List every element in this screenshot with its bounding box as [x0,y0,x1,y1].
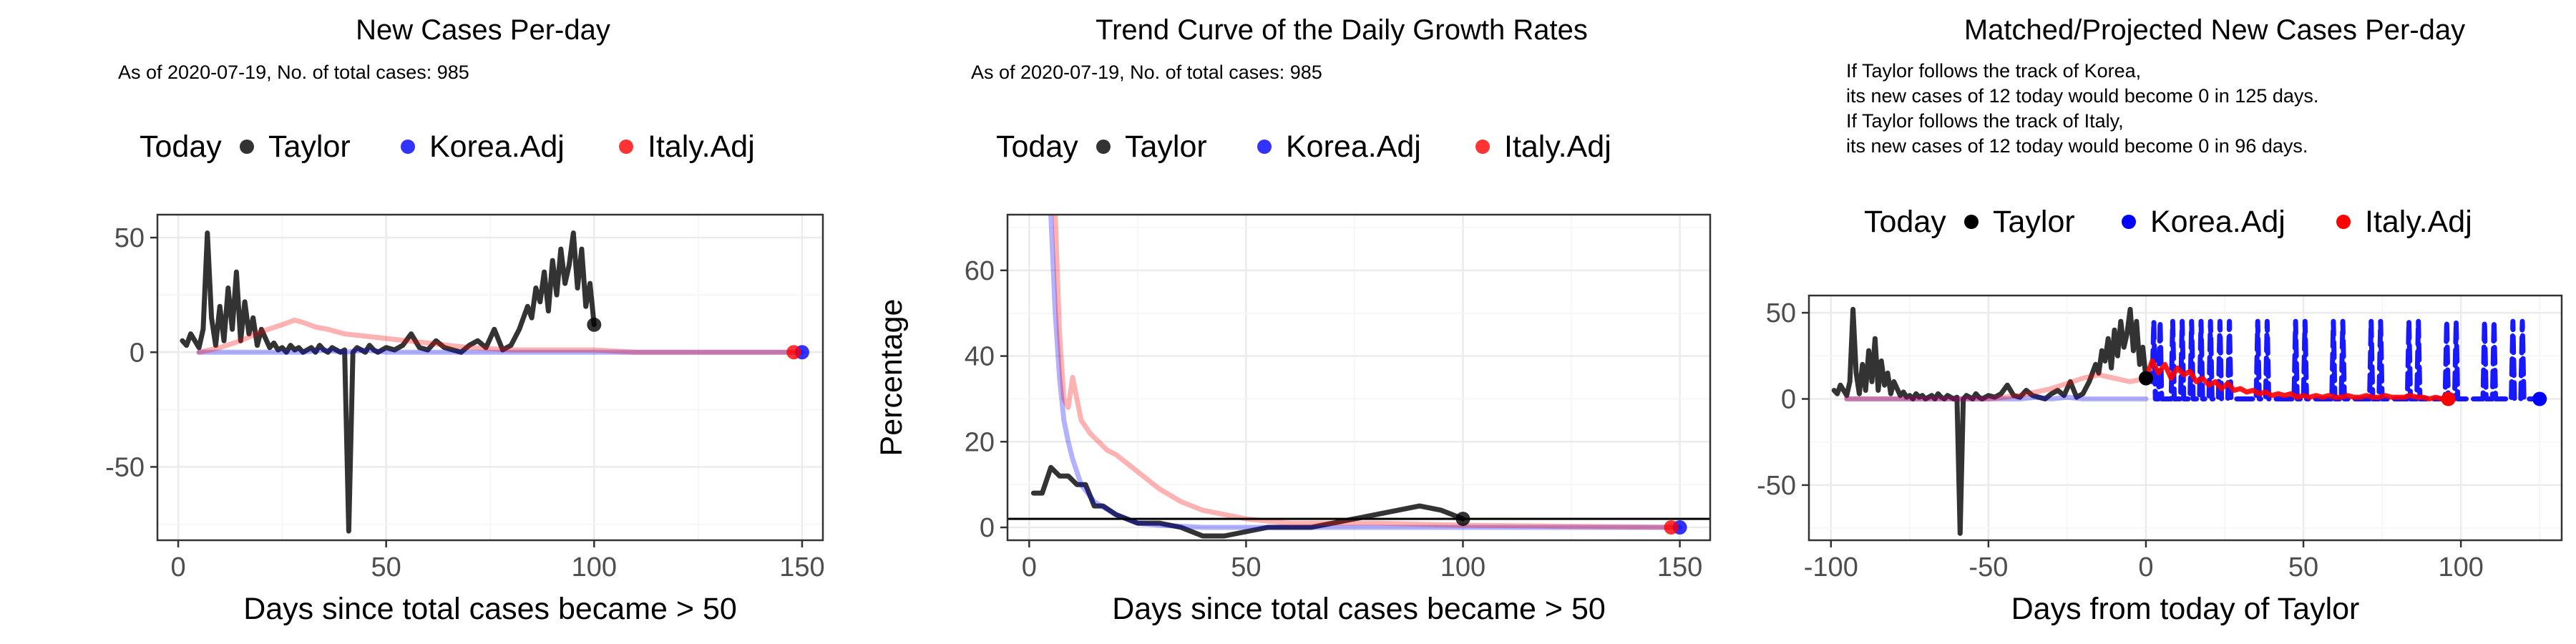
x-tick-label: 50 [371,552,401,582]
legend-marker [2122,215,2136,229]
series-taylor-line [180,230,597,534]
series-korea-adj-line [2143,318,2542,401]
y-tick-label: 50 [1766,298,1796,328]
legend-marker [401,140,415,154]
legend-label: Italy.Adj [1504,130,1611,164]
today-point-italy-adj [2441,391,2456,406]
axes: 0 50 100 150 60 40 20 0 [965,256,1703,582]
x-tick-label: 150 [1657,552,1702,582]
y-tick-label: 0 [130,338,145,368]
legend-label: Italy.Adj [2365,205,2472,239]
series-italy-adj-line [1053,215,1674,530]
legend: Today Taylor Korea.Adj Italy.Adj [140,130,755,164]
axes: 0 50 100 150 50 0 -50 [105,223,825,582]
chart-annotation-line: If Taylor follows the track of Italy, [1846,110,2124,132]
y-tick-label: 0 [980,513,995,543]
legend-label: Taylor [268,130,351,164]
chart-2: Trend Curve of the Daily Growth Rates As … [874,14,1712,626]
today-point-italy-adj [786,345,801,360]
chart-annotation-line: its new cases of 12 today would become 0… [1846,85,2318,107]
axes: -100 -50 0 50 100 50 0 -50 [1757,298,2484,582]
legend-marker [1257,140,1272,154]
series-korea-adj-line [1844,394,2149,401]
grid [157,215,823,540]
x-axis-title: Days since total cases became > 50 [243,592,737,626]
plot-area [1008,215,1710,539]
legend-title: Today [140,130,222,164]
legend-marker [619,140,633,154]
x-tick-label: 0 [170,552,185,582]
y-tick-label: 60 [965,256,995,286]
legend-marker [1964,215,1979,229]
y-tick-label: -50 [105,452,145,482]
legend-marker [1096,140,1111,154]
series-italy-adj-line [2143,358,2451,401]
chart-title: Matched/Projected New Cases Per-day [1964,14,2465,46]
x-tick-label: 100 [572,552,617,582]
today-point-taylor [587,317,602,332]
x-axis-title: Days from today of Taylor [2011,592,2360,626]
today-point-korea-adj [2532,391,2547,406]
y-tick-label: 50 [114,223,145,253]
x-tick-label: 100 [2438,552,2483,582]
y-tick-label: 40 [965,342,995,372]
grid [1008,215,1710,540]
panel-border [156,213,824,542]
chart-1: New Cases Per-day As of 2020-07-19, No. o… [105,14,825,626]
legend-title: Today [996,130,1078,164]
series-taylor-line [1030,464,1465,539]
x-tick-label: 100 [1440,552,1485,582]
y-tick-label: 20 [965,427,995,457]
x-tick-label: 50 [2288,552,2318,582]
legend-marker [240,140,254,154]
legend-label: Taylor [1125,130,1207,164]
today-point-taylor [1455,512,1470,527]
chart-3: Matched/Projected New Cases Per-day If Ta… [1757,14,2563,626]
series-taylor-line [1831,306,2149,536]
legend: Today Taylor Korea.Adj Italy.Adj [996,130,1611,164]
x-tick-label: 150 [779,552,824,582]
x-tick-label: 50 [1231,552,1261,582]
panel-border [1807,294,2563,542]
legend-marker [1475,140,1490,154]
legend-title: Today [1864,205,1946,239]
legend-label: Korea.Adj [2150,205,2285,239]
legend-label: Italy.Adj [648,130,755,164]
y-tick-label: -50 [1757,471,1796,501]
plot-area [180,230,809,534]
series-italy-adj-line [1844,372,2149,401]
chart-title: New Cases Per-day [356,14,610,46]
legend-marker [2336,215,2351,229]
chart-title: Trend Curve of the Daily Growth Rates [1096,14,1588,46]
x-axis-title: Days since total cases became > 50 [1112,592,1606,626]
series-korea-adj-line [196,347,805,355]
legend-label: Korea.Adj [429,130,565,164]
chart-annotation-line: its new cases of 12 today would become 0… [1846,135,2308,157]
legend: Today Taylor Korea.Adj Italy.Adj [1864,205,2472,239]
plot-area [1831,306,2547,536]
today-point-italy-adj [1664,520,1679,535]
x-tick-label: -50 [1968,552,2008,582]
chart-subtitle: As of 2020-07-19, No. of total cases: 98… [971,62,1322,83]
x-tick-label: -100 [1804,552,1858,582]
series-italy-adj-line [196,317,796,355]
chart-subtitle: As of 2020-07-19, No. of total cases: 98… [118,62,469,83]
x-tick-label: 0 [1022,552,1037,582]
today-point-taylor [2138,371,2153,386]
chart-annotation-line: If Taylor follows the track of Korea, [1846,60,2141,82]
y-tick-label: 0 [1781,385,1796,415]
legend-label: Korea.Adj [1286,130,1421,164]
y-axis-title: Percentage [874,299,909,457]
panel-border [1006,213,1712,542]
legend-label: Taylor [1993,205,2075,239]
x-tick-label: 0 [2138,552,2153,582]
